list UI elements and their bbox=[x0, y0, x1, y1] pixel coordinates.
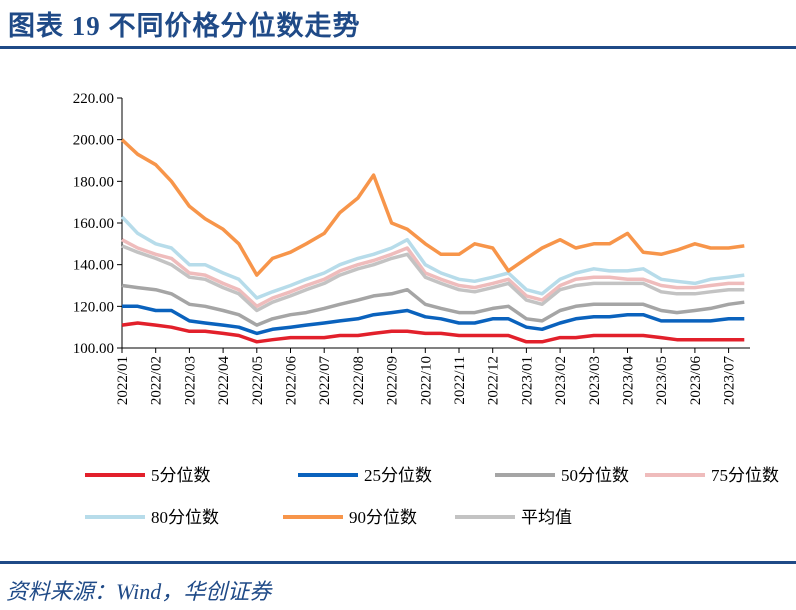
x-tick-label: 2022/11 bbox=[452, 356, 468, 405]
series-line-2 bbox=[121, 244, 745, 313]
legend-label: 50分位数 bbox=[561, 466, 629, 485]
y-tick-label: 180.00 bbox=[73, 174, 114, 190]
x-tick-label: 2022/07 bbox=[317, 356, 333, 406]
y-tick-label: 220.00 bbox=[73, 91, 114, 107]
legend-label: 75分位数 bbox=[711, 466, 779, 485]
y-tick-label: 120.00 bbox=[73, 299, 114, 315]
x-tick-label: 2022/10 bbox=[418, 356, 434, 405]
legend-label: 80分位数 bbox=[151, 508, 219, 527]
x-tick-label: 2022/04 bbox=[216, 356, 232, 406]
x-tick-label: 2023/07 bbox=[722, 356, 738, 406]
x-tick-label: 2022/03 bbox=[182, 356, 198, 405]
series-line-6 bbox=[120, 138, 745, 277]
legend-label: 5分位数 bbox=[151, 466, 211, 485]
source-note: 资料来源：Wind，华创证券 bbox=[6, 579, 272, 604]
x-tick-label: 2022/08 bbox=[351, 356, 367, 405]
x-tick-label: 2022/05 bbox=[250, 356, 266, 405]
y-tick-label: 140.00 bbox=[73, 258, 114, 274]
x-tick-label: 2023/06 bbox=[688, 356, 704, 406]
y-tick-label: 100.00 bbox=[73, 341, 114, 357]
x-tick-label: 2023/01 bbox=[519, 356, 535, 405]
x-tick-label: 2022/12 bbox=[486, 356, 502, 405]
y-tick-label: 200.00 bbox=[73, 133, 114, 149]
x-tick-label: 2022/09 bbox=[385, 356, 401, 405]
figure-title: 图表 19 不同价格分位数走势 bbox=[8, 11, 361, 41]
x-tick-label: 2022/02 bbox=[149, 356, 165, 405]
series-line-0 bbox=[120, 215, 745, 300]
series-line-1 bbox=[121, 238, 745, 309]
title-rule bbox=[0, 46, 796, 49]
source-rule bbox=[0, 561, 796, 564]
x-tick-label: 2022/06 bbox=[284, 356, 300, 406]
x-tick-label: 2023/05 bbox=[654, 356, 670, 405]
x-tick-label: 2023/03 bbox=[587, 356, 603, 405]
legend-label: 25分位数 bbox=[364, 466, 432, 485]
x-tick-label: 2023/02 bbox=[553, 356, 569, 405]
x-tick-label: 2022/01 bbox=[115, 356, 131, 405]
y-tick-label: 160.00 bbox=[73, 216, 114, 232]
series-line-5 bbox=[121, 321, 745, 344]
series-line-4 bbox=[122, 304, 745, 336]
legend-label: 90分位数 bbox=[349, 508, 417, 527]
x-tick-label: 2023/04 bbox=[621, 356, 637, 406]
legend-label: 平均值 bbox=[521, 508, 572, 527]
series-line-3 bbox=[121, 283, 745, 327]
